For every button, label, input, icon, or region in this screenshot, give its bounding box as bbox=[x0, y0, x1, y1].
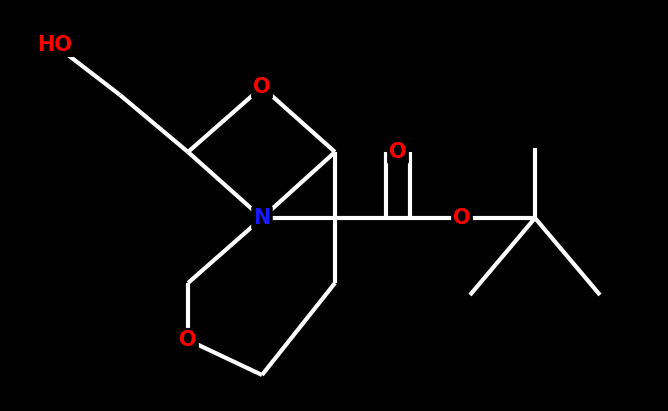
Text: HO: HO bbox=[37, 35, 73, 55]
Text: O: O bbox=[179, 330, 197, 350]
Text: O: O bbox=[453, 208, 471, 228]
Text: N: N bbox=[253, 208, 271, 228]
Text: O: O bbox=[253, 77, 271, 97]
Text: O: O bbox=[389, 142, 407, 162]
